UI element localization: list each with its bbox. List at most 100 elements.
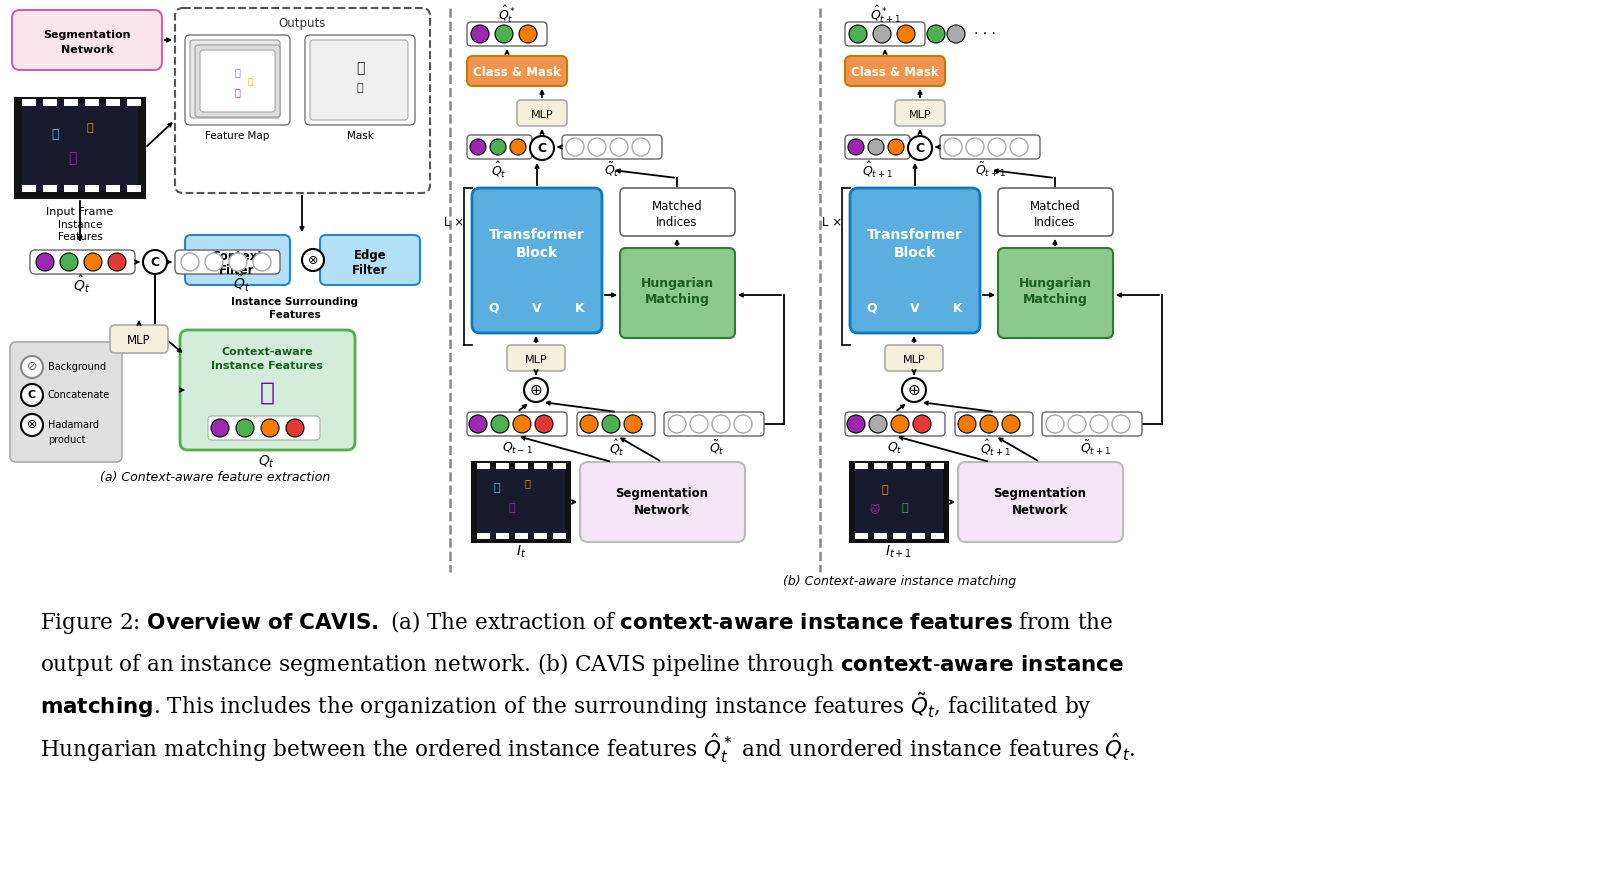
Text: MLP: MLP	[902, 355, 925, 365]
FancyBboxPatch shape	[310, 40, 407, 120]
Circle shape	[690, 415, 708, 433]
FancyBboxPatch shape	[208, 416, 320, 440]
Bar	[23, 185, 36, 192]
Text: Hungarian: Hungarian	[1018, 277, 1091, 291]
Text: Concatenate: Concatenate	[49, 390, 110, 400]
Circle shape	[734, 415, 751, 433]
Text: $\tilde{Q}_t$: $\tilde{Q}_t$	[604, 161, 620, 179]
Circle shape	[495, 25, 513, 43]
Text: 🏃: 🏃	[234, 67, 240, 77]
Circle shape	[204, 253, 222, 271]
Text: Instance Features: Instance Features	[211, 361, 323, 371]
FancyBboxPatch shape	[185, 235, 291, 285]
FancyBboxPatch shape	[200, 50, 274, 112]
Text: MLP: MLP	[909, 110, 930, 120]
Circle shape	[519, 25, 537, 43]
Circle shape	[667, 415, 685, 433]
Bar	[127, 99, 141, 106]
Bar	[63, 185, 78, 192]
Text: 🐕: 🐕	[260, 381, 274, 405]
Circle shape	[302, 249, 325, 271]
Bar	[854, 463, 867, 469]
Circle shape	[143, 250, 167, 274]
FancyBboxPatch shape	[620, 248, 735, 338]
FancyBboxPatch shape	[110, 325, 167, 353]
Text: 🚗: 🚗	[86, 123, 93, 133]
Circle shape	[907, 136, 932, 160]
Bar	[854, 467, 943, 537]
Text: Filter: Filter	[219, 265, 255, 277]
Text: Q: Q	[489, 301, 498, 315]
FancyBboxPatch shape	[562, 135, 662, 159]
FancyBboxPatch shape	[185, 35, 291, 125]
Text: $Q_{t-1}$: $Q_{t-1}$	[502, 441, 532, 456]
Circle shape	[286, 419, 304, 437]
Text: $\hat{Q}_t$: $\hat{Q}_t$	[609, 438, 625, 458]
Text: ⊕: ⊕	[907, 383, 920, 398]
Text: Figure 2: $\bf{Overview\ of\ CAVIS.}$ (a) The extraction of $\bf{context}$-$\bf{: Figure 2: $\bf{Overview\ of\ CAVIS.}$ (a…	[41, 608, 1112, 635]
FancyBboxPatch shape	[844, 56, 945, 86]
Circle shape	[847, 139, 863, 155]
Bar	[930, 533, 943, 539]
Text: Class & Mask: Class & Mask	[472, 67, 560, 79]
FancyBboxPatch shape	[849, 188, 979, 333]
Text: 🐱: 🐱	[870, 505, 880, 515]
Circle shape	[180, 253, 200, 271]
Circle shape	[610, 138, 628, 156]
Circle shape	[534, 415, 553, 433]
FancyBboxPatch shape	[844, 412, 945, 436]
Text: Feature Map: Feature Map	[204, 131, 269, 141]
Bar	[534, 533, 547, 539]
Circle shape	[847, 415, 865, 433]
Bar	[514, 533, 527, 539]
Circle shape	[471, 25, 489, 43]
Text: Network: Network	[633, 503, 690, 516]
Text: Transformer: Transformer	[867, 228, 962, 242]
Text: $\hat{Q}^*_{t+1}$: $\hat{Q}^*_{t+1}$	[868, 4, 899, 25]
Text: Matching: Matching	[644, 293, 709, 307]
Circle shape	[211, 419, 229, 437]
Text: Matching: Matching	[1022, 293, 1087, 307]
Text: Background: Background	[49, 362, 105, 372]
Text: Matched: Matched	[1029, 201, 1079, 213]
Bar	[63, 99, 78, 106]
Circle shape	[1001, 415, 1019, 433]
Text: MLP: MLP	[524, 355, 547, 365]
FancyBboxPatch shape	[998, 248, 1112, 338]
Text: L ×: L ×	[443, 216, 464, 228]
Circle shape	[529, 136, 553, 160]
Text: ⊗: ⊗	[26, 418, 37, 432]
Bar	[553, 533, 566, 539]
Text: Edge: Edge	[354, 250, 386, 262]
Text: 🏃: 🏃	[493, 483, 500, 493]
Bar	[893, 463, 906, 469]
Circle shape	[261, 419, 279, 437]
Circle shape	[510, 139, 526, 155]
FancyBboxPatch shape	[195, 45, 279, 117]
FancyBboxPatch shape	[844, 135, 909, 159]
Text: $\tilde{Q}_t$: $\tilde{Q}_t$	[709, 439, 724, 458]
Text: K: K	[575, 301, 584, 315]
Circle shape	[1010, 138, 1027, 156]
FancyBboxPatch shape	[175, 8, 430, 193]
Text: MLP: MLP	[127, 334, 151, 348]
Text: 🏃: 🏃	[52, 128, 58, 142]
Bar	[477, 467, 565, 537]
Text: Segmentation: Segmentation	[44, 30, 131, 40]
Text: Q: Q	[867, 301, 876, 315]
Bar	[534, 463, 547, 469]
Text: ⊗: ⊗	[308, 253, 318, 267]
Circle shape	[912, 415, 930, 433]
Circle shape	[490, 139, 506, 155]
Circle shape	[873, 25, 891, 43]
Circle shape	[1089, 415, 1107, 433]
Text: Indices: Indices	[656, 216, 698, 228]
FancyBboxPatch shape	[664, 412, 763, 436]
Circle shape	[896, 25, 914, 43]
Text: $\tilde{Q}_t$: $\tilde{Q}_t$	[234, 274, 250, 294]
Bar	[873, 533, 886, 539]
Circle shape	[21, 384, 42, 406]
Text: Hungarian: Hungarian	[639, 277, 712, 291]
FancyBboxPatch shape	[579, 462, 745, 542]
Circle shape	[966, 138, 984, 156]
